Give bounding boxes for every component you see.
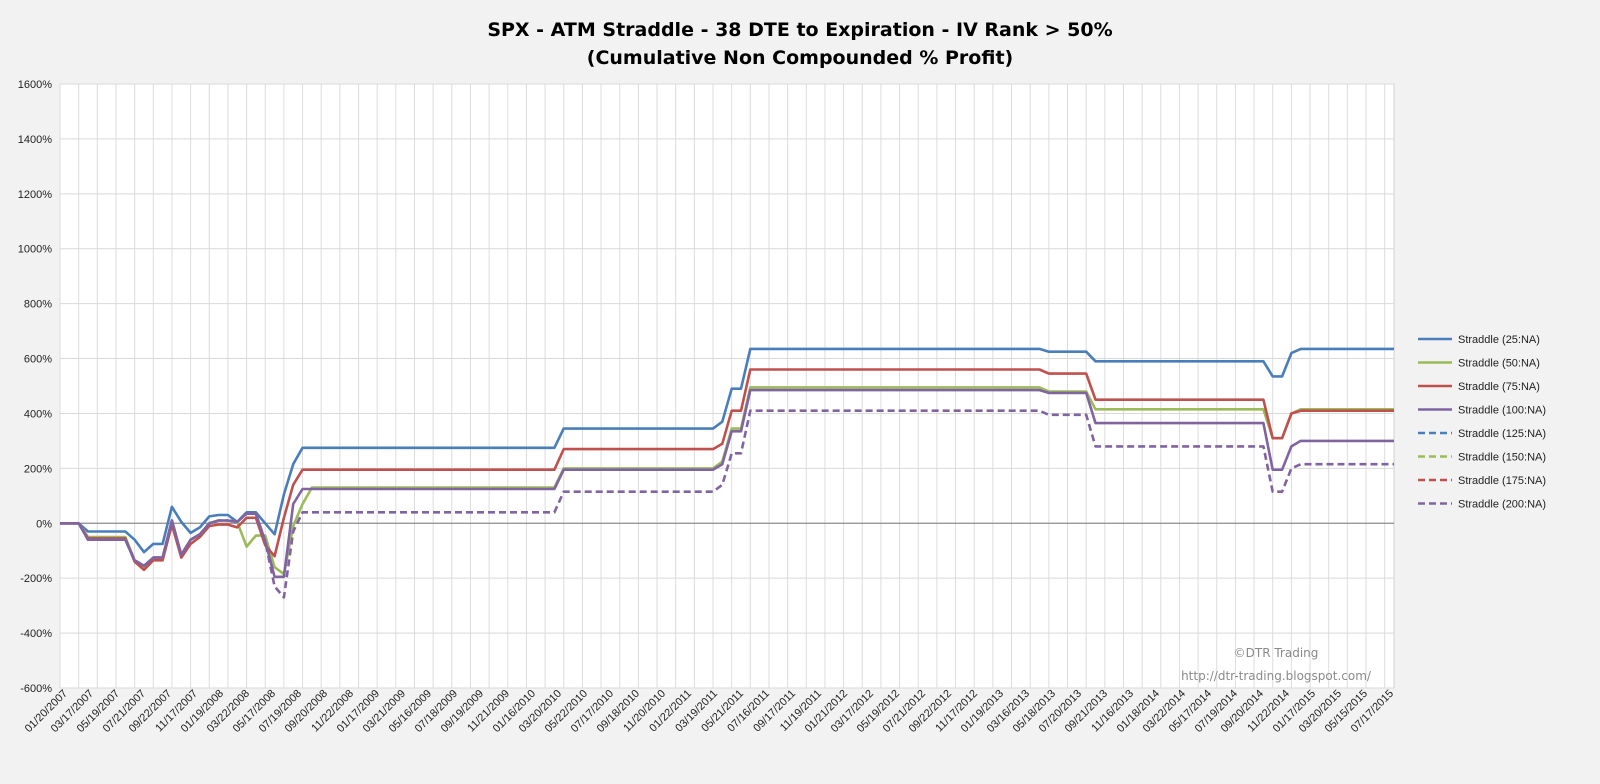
x-axis-tick-labels: 01/20/200703/17/200705/19/200707/21/2007… (23, 688, 1396, 735)
y-tick-label: 600% (24, 354, 52, 366)
y-tick-label: -600% (20, 683, 52, 695)
series-line-3 (60, 388, 1394, 579)
y-tick-label: 0% (36, 518, 52, 530)
plot-area (59, 83, 1395, 689)
series-line-0 (60, 347, 1394, 554)
y-tick-label: -200% (20, 573, 52, 585)
y-tick-label: 1200% (18, 189, 52, 201)
legend-label: Straddle (75:NA) (1458, 381, 1540, 393)
horizontal-gridlines (60, 83, 1394, 689)
legend-label: Straddle (25:NA) (1458, 334, 1540, 346)
legend-label: Straddle (100:NA) (1458, 405, 1546, 417)
chart-subtitle: (Cumulative Non Compounded % Profit) (587, 47, 1013, 69)
y-tick-label: 800% (24, 299, 52, 311)
chart-title: SPX - ATM Straddle - 38 DTE to Expiratio… (487, 19, 1112, 41)
series-line-2 (60, 368, 1394, 572)
y-axis-tick-labels: -600% -400% -200% 0% 200% 400% 600% 800% 1000% 12… (18, 79, 52, 695)
y-tick-label: 1400% (18, 134, 52, 146)
watermark-url: http://dtr-trading.blogspot.com/ (1181, 669, 1372, 683)
legend-label: Straddle (125:NA) (1458, 428, 1546, 440)
y-tick-label: 1000% (18, 244, 52, 256)
y-tick-label: 1600% (18, 79, 52, 91)
y-tick-label: 400% (24, 408, 52, 420)
y-tick-label: -400% (20, 628, 52, 640)
legend: Straddle (25:NA) Straddle (50:NA) Straddle… (1418, 334, 1546, 511)
legend-label: Straddle (150:NA) (1458, 452, 1546, 464)
y-tick-label: 200% (24, 463, 52, 475)
series-lines (60, 347, 1394, 599)
series-line-7 (60, 409, 1394, 599)
legend-label: Straddle (200:NA) (1458, 499, 1546, 511)
legend-label: Straddle (175:NA) (1458, 475, 1546, 487)
watermark-copyright: ©DTR Trading (1234, 646, 1319, 660)
legend-label: Straddle (50:NA) (1458, 358, 1540, 370)
vertical-gridlines (59, 84, 1386, 688)
